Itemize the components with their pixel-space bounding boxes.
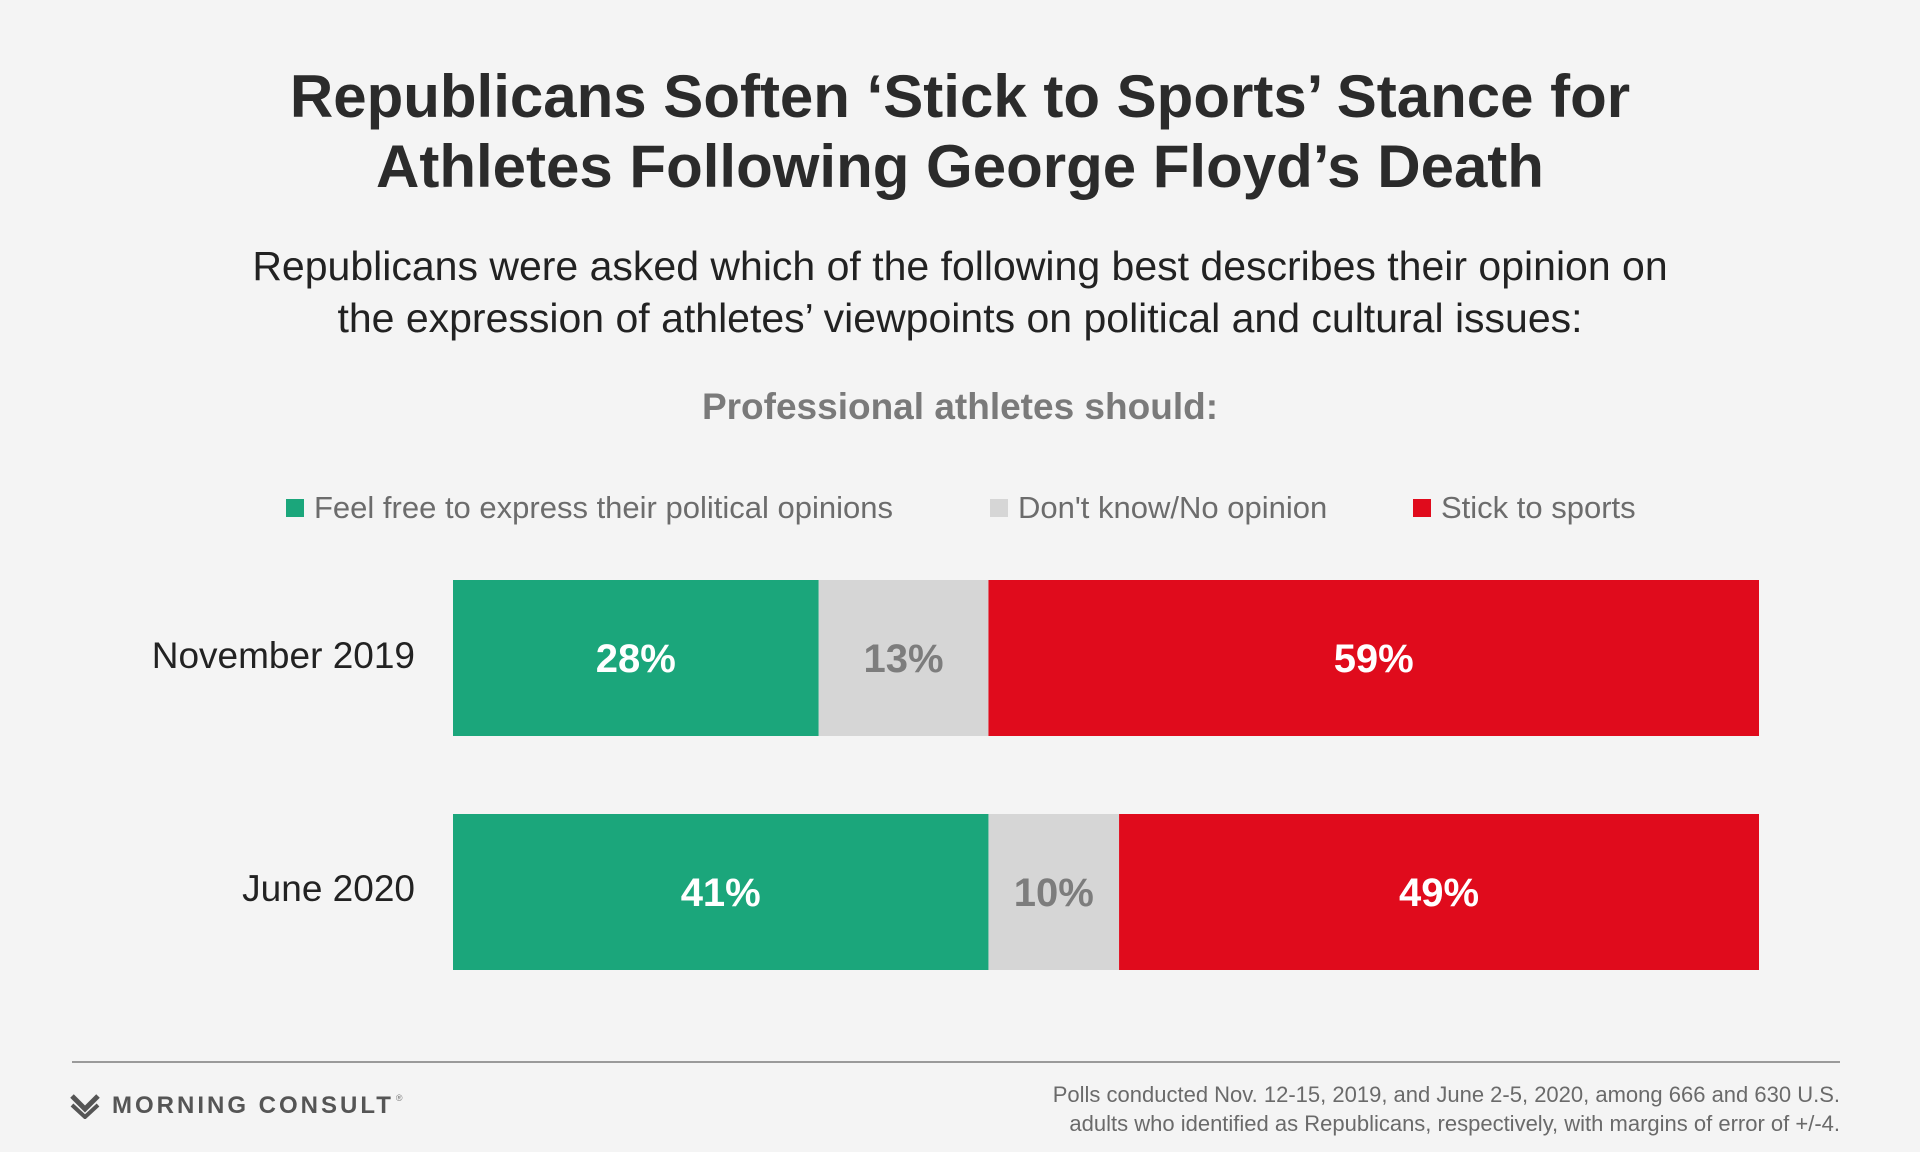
chart-subtitle-line-2: the expression of athletes’ viewpoints o… [337,295,1583,341]
bar-express-november-2019 [453,580,819,736]
chart-title: Republicans Soften ‘Stick to Sports’ Sta… [0,62,1920,202]
bar-stick-to-sports-june-2020 [1119,814,1759,970]
data-label-express-november-2019: 28% [596,637,676,681]
chart-title-line-2: Athletes Following George Floyd’s Death [376,133,1544,200]
bar-dont-know-june-2020 [988,814,1120,970]
bar-stick-to-sports-november-2019 [988,580,1759,736]
brand-name: MORNING CONSULT [112,1092,394,1119]
chart-subtitle: Republicans were asked which of the foll… [0,240,1920,344]
legend-item-dont-know: Don't know/No opinion [990,488,1327,528]
data-label-dont-know-june-2020: 10% [1014,871,1094,915]
data-label-dont-know-november-2019: 13% [864,637,944,681]
question-label: Professional athletes should: [701,386,1219,427]
category-label-november-2019: November 2019 [151,635,415,676]
chart-subtitle-line-1: Republicans were asked which of the foll… [252,243,1668,289]
legend-swatch-express [286,499,304,517]
category-label-june-2020: June 2020 [242,868,415,909]
methodology-note-line-1: Polls conducted Nov. 12-15, 2019, and Ju… [1052,1082,1840,1107]
legend-label-express: Feel free to express their political opi… [314,490,893,525]
data-label-stick-to-sports-november-2019: 59% [1334,637,1414,681]
brand-registered-mark: ® [395,1093,403,1103]
data-label-stick-to-sports-june-2020: 49% [1399,871,1479,915]
legend-label-stick-to-sports: Stick to sports [1441,490,1636,525]
chevron-m-logo-icon [70,1094,100,1119]
footer-divider [72,1061,1840,1063]
chart-title-line-1: Republicans Soften ‘Stick to Sports’ Sta… [289,63,1631,130]
data-label-express-june-2020: 41% [681,871,761,915]
methodology-note-line-2: adults who identified as Republicans, re… [1069,1111,1840,1136]
legend-item-stick-to-sports: Stick to sports [1413,488,1636,528]
methodology-note: Polls conducted Nov. 12-15, 2019, and Ju… [1053,1080,1840,1138]
brand-logo: MORNING CONSULT ® [70,1092,403,1120]
bar-dont-know-november-2019 [818,580,989,736]
legend-swatch-dont-know [990,499,1008,517]
legend-label-dont-know: Don't know/No opinion [1018,490,1328,525]
legend-swatch-stick-to-sports [1413,499,1431,517]
bar-express-june-2020 [453,814,989,970]
legend-item-express: Feel free to express their political opi… [286,488,893,528]
